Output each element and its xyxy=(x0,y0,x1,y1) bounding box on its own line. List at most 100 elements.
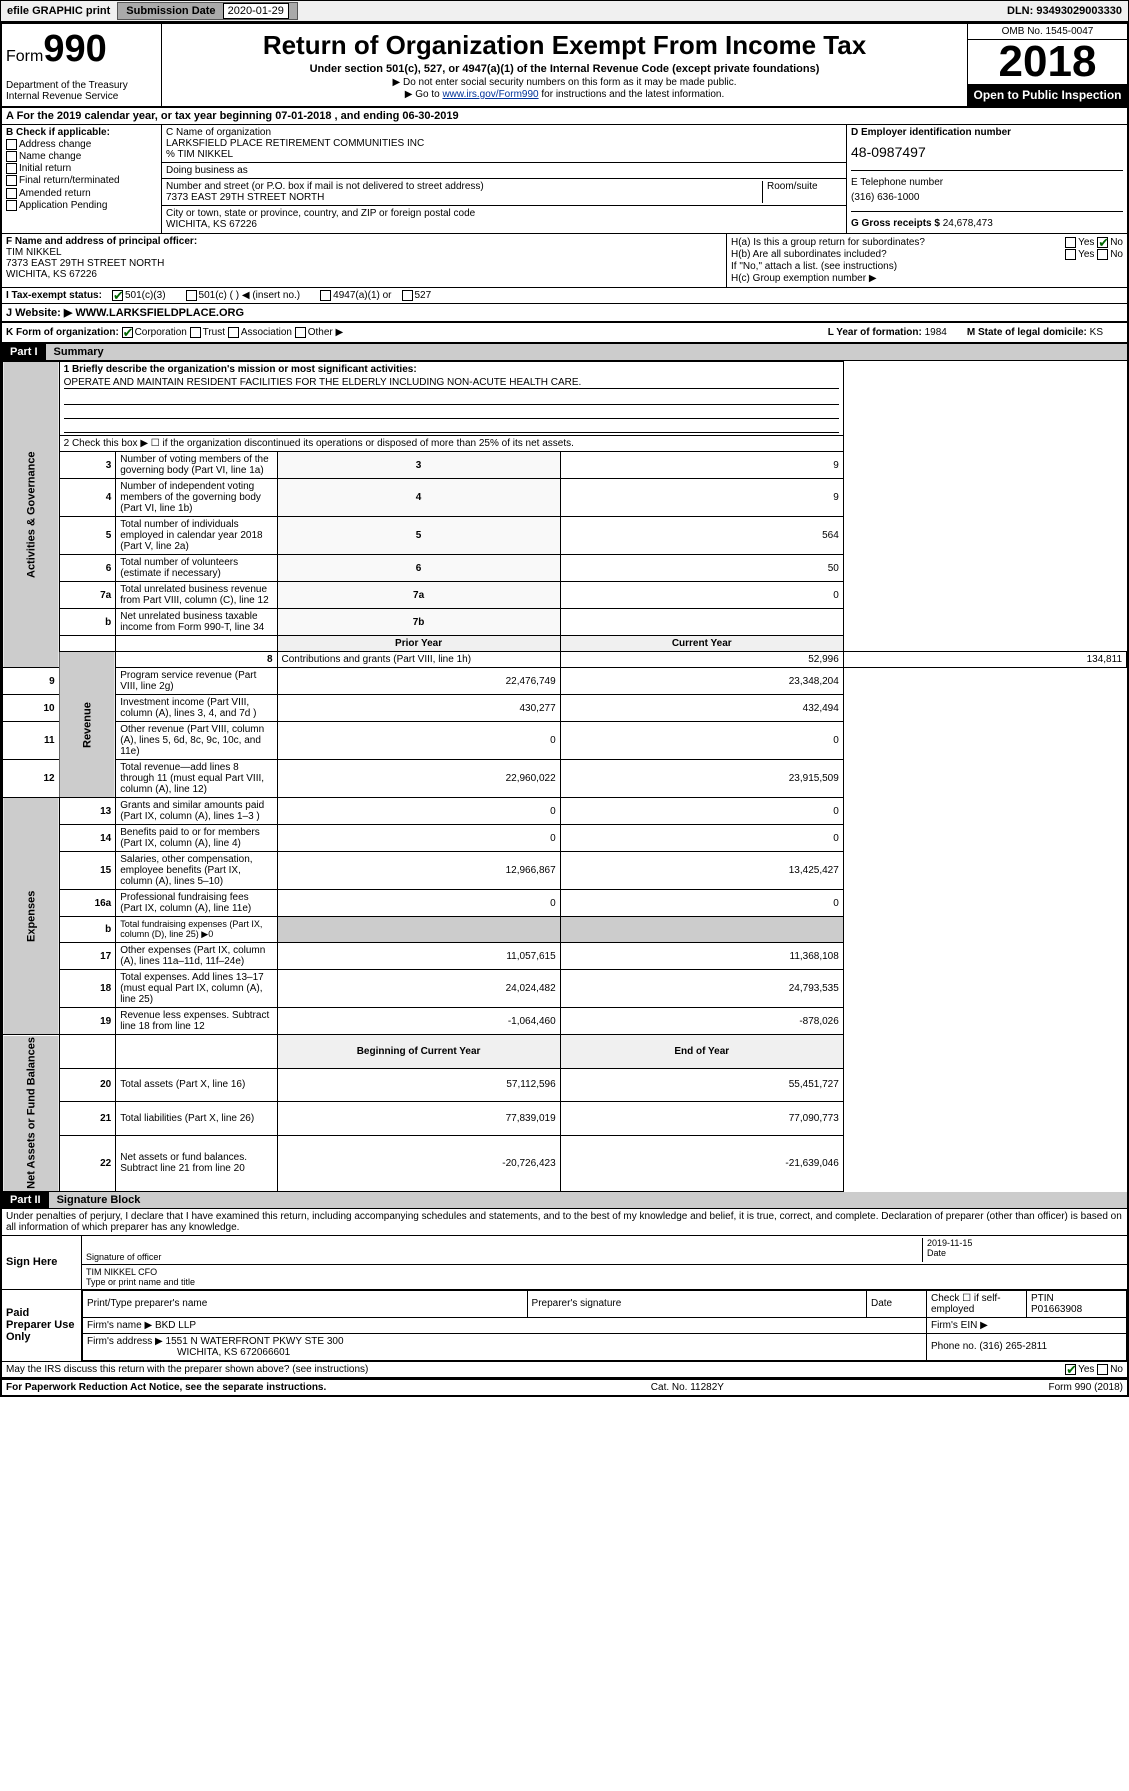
note1: ▶ Do not enter social security numbers o… xyxy=(166,77,963,88)
box-h: H(a) Is this a group return for subordin… xyxy=(727,234,1127,287)
form-container: Form990 Department of the Treasury Inter… xyxy=(0,22,1129,1397)
line1: 1 Briefly describe the organization's mi… xyxy=(59,362,843,436)
chk-amended-label: Amended return xyxy=(19,188,91,199)
opt-501c3: 501(c)(3) xyxy=(125,290,166,301)
submission-date: 2020-01-29 xyxy=(223,3,289,19)
opt-501c: 501(c) ( ) ◀ (insert no.) xyxy=(199,290,301,301)
sign-here-row: Sign Here Signature of officer 2019-11-1… xyxy=(2,1236,1127,1290)
firm-phone: (316) 265-2811 xyxy=(979,1341,1047,1352)
chk-527[interactable] xyxy=(402,290,413,301)
chk-name[interactable]: Name change xyxy=(6,151,157,162)
opt-4947: 4947(a)(1) or xyxy=(333,290,391,301)
ptin-label: PTIN xyxy=(1031,1293,1122,1304)
prior-label: Prior Year xyxy=(277,636,560,652)
chk-amended[interactable]: Amended return xyxy=(6,188,157,199)
chk-pending[interactable]: Application Pending xyxy=(6,200,157,211)
form-prefix: Form xyxy=(6,48,43,65)
ptin: P01663908 xyxy=(1031,1304,1122,1315)
chk-discuss-no[interactable] xyxy=(1097,1364,1108,1375)
part2-title: Signature Block xyxy=(49,1192,1127,1208)
header-center: Return of Organization Exempt From Incom… xyxy=(162,24,967,106)
gov-row-3: 3Number of voting members of the governi… xyxy=(3,452,1127,479)
hb-label: H(b) Are all subordinates included? xyxy=(731,249,887,260)
perjury: Under penalties of perjury, I declare th… xyxy=(2,1209,1127,1236)
chk-initial-label: Initial return xyxy=(19,163,71,174)
form-ref: Form 990 (2018) xyxy=(1049,1382,1123,1393)
period-row: A For the 2019 calendar year, or tax yea… xyxy=(2,108,1127,125)
irs-link[interactable]: www.irs.gov/Form990 xyxy=(442,89,538,100)
prep-date-label: Date xyxy=(867,1290,927,1317)
k-form-org: K Form of organization: Corporation Trus… xyxy=(6,327,343,338)
chk-address-label: Address change xyxy=(19,139,91,150)
phone-row: E Telephone number (316) 636-1000 xyxy=(851,173,1123,212)
opt-527: 527 xyxy=(415,290,432,301)
firm-addr-cell: Firm's address ▶ 1551 N WATERFRONT PKWY … xyxy=(83,1333,927,1360)
footer: For Paperwork Reduction Act Notice, see … xyxy=(2,1379,1127,1395)
gross: 24,678,473 xyxy=(943,218,993,229)
part1-header: Part I xyxy=(2,344,46,360)
firm-addr: 1551 N WATERFRONT PKWY STE 300 xyxy=(166,1336,344,1347)
line1-label: 1 Briefly describe the organization's mi… xyxy=(64,364,839,375)
officer-name: TIM NIKKEL xyxy=(6,247,722,258)
dept: Department of the Treasury Internal Reve… xyxy=(6,80,157,102)
chk-initial[interactable]: Initial return xyxy=(6,163,157,174)
m-label: M State of legal domicile: xyxy=(967,327,1087,338)
line1-text: OPERATE AND MAINTAIN RESIDENT FACILITIES… xyxy=(64,377,839,389)
chk-4947[interactable] xyxy=(320,290,331,301)
firm-name-cell: Firm's name ▶ BKD LLP xyxy=(83,1317,927,1333)
summary-table: Activities & Governance 1 Briefly descri… xyxy=(2,361,1127,1192)
sig-officer-label: Signature of officer xyxy=(86,1252,922,1262)
side-net: Net Assets or Fund Balances xyxy=(3,1035,60,1192)
officer-street: 7373 EAST 29TH STREET NORTH xyxy=(6,258,722,269)
chk-assoc[interactable] xyxy=(228,327,239,338)
form-subtitle: Under section 501(c), 527, or 4947(a)(1)… xyxy=(166,63,963,75)
chk-501c[interactable] xyxy=(186,290,197,301)
addr-label: Number and street (or P.O. box if mail i… xyxy=(166,181,762,192)
l-year: L Year of formation: 1984 xyxy=(828,327,947,338)
form-num: 990 xyxy=(43,28,106,70)
submission-button[interactable]: Submission Date 2020-01-29 xyxy=(117,2,298,20)
begin-label: Beginning of Current Year xyxy=(277,1035,560,1068)
side-rev: Revenue xyxy=(59,652,116,798)
box-k: K Form of organization: Corporation Trus… xyxy=(2,323,1127,344)
ptin-cell: PTIN P01663908 xyxy=(1027,1290,1127,1317)
gross-label: G Gross receipts $ xyxy=(851,218,940,229)
tax-year: 2018 xyxy=(968,40,1127,84)
opt-trust: Trust xyxy=(203,327,225,338)
part1-title: Summary xyxy=(46,344,1127,360)
discuss-row: May the IRS discuss this return with the… xyxy=(2,1362,1127,1379)
hc-row: H(c) Group exemption number ▶ xyxy=(731,273,1123,284)
chk-final[interactable]: Final return/terminated xyxy=(6,175,157,186)
ein: 48-0987497 xyxy=(851,138,1123,166)
dba-label: Doing business as xyxy=(166,165,842,176)
phone-label: E Telephone number xyxy=(851,177,1123,188)
chk-corp[interactable] xyxy=(122,327,133,338)
form-title: Return of Organization Exempt From Incom… xyxy=(166,30,963,61)
chk-address[interactable]: Address change xyxy=(6,139,157,150)
firm-phone-cell: Phone no. (316) 265-2811 xyxy=(927,1333,1127,1360)
firm-city: WICHITA, KS 672066601 xyxy=(87,1347,922,1358)
firm-addr-label: Firm's address ▶ xyxy=(87,1336,163,1347)
m-val: KS xyxy=(1090,327,1103,338)
box-b: B Check if applicable: Address change Na… xyxy=(2,125,162,233)
chk-501c3[interactable] xyxy=(112,290,123,301)
firm-name: BKD LLP xyxy=(155,1320,196,1331)
street: 7373 EAST 29TH STREET NORTH xyxy=(166,192,762,203)
firm-ein-label: Firm's EIN ▶ xyxy=(927,1317,1127,1333)
current-label: Current Year xyxy=(560,636,843,652)
officer-city: WICHITA, KS 67226 xyxy=(6,269,722,280)
opt-assoc: Association xyxy=(241,327,292,338)
phone: (316) 636-1000 xyxy=(851,188,1123,207)
box-f: F Name and address of principal officer:… xyxy=(2,234,727,287)
website: WWW.LARKSFIELDPLACE.ORG xyxy=(75,307,244,319)
chk-trust[interactable] xyxy=(190,327,201,338)
chk-other[interactable] xyxy=(295,327,306,338)
check-self: Check ☐ if self-employed xyxy=(927,1290,1027,1317)
firm-phone-label: Phone no. xyxy=(931,1341,977,1352)
section-bcd: B Check if applicable: Address change Na… xyxy=(2,125,1127,234)
dba-row: Doing business as xyxy=(162,163,846,179)
chk-name-label: Name change xyxy=(19,151,81,162)
officer-label: F Name and address of principal officer: xyxy=(6,236,722,247)
chk-discuss-yes[interactable] xyxy=(1065,1364,1076,1375)
sig-officer-line: Signature of officer 2019-11-15 Date xyxy=(82,1236,1127,1265)
